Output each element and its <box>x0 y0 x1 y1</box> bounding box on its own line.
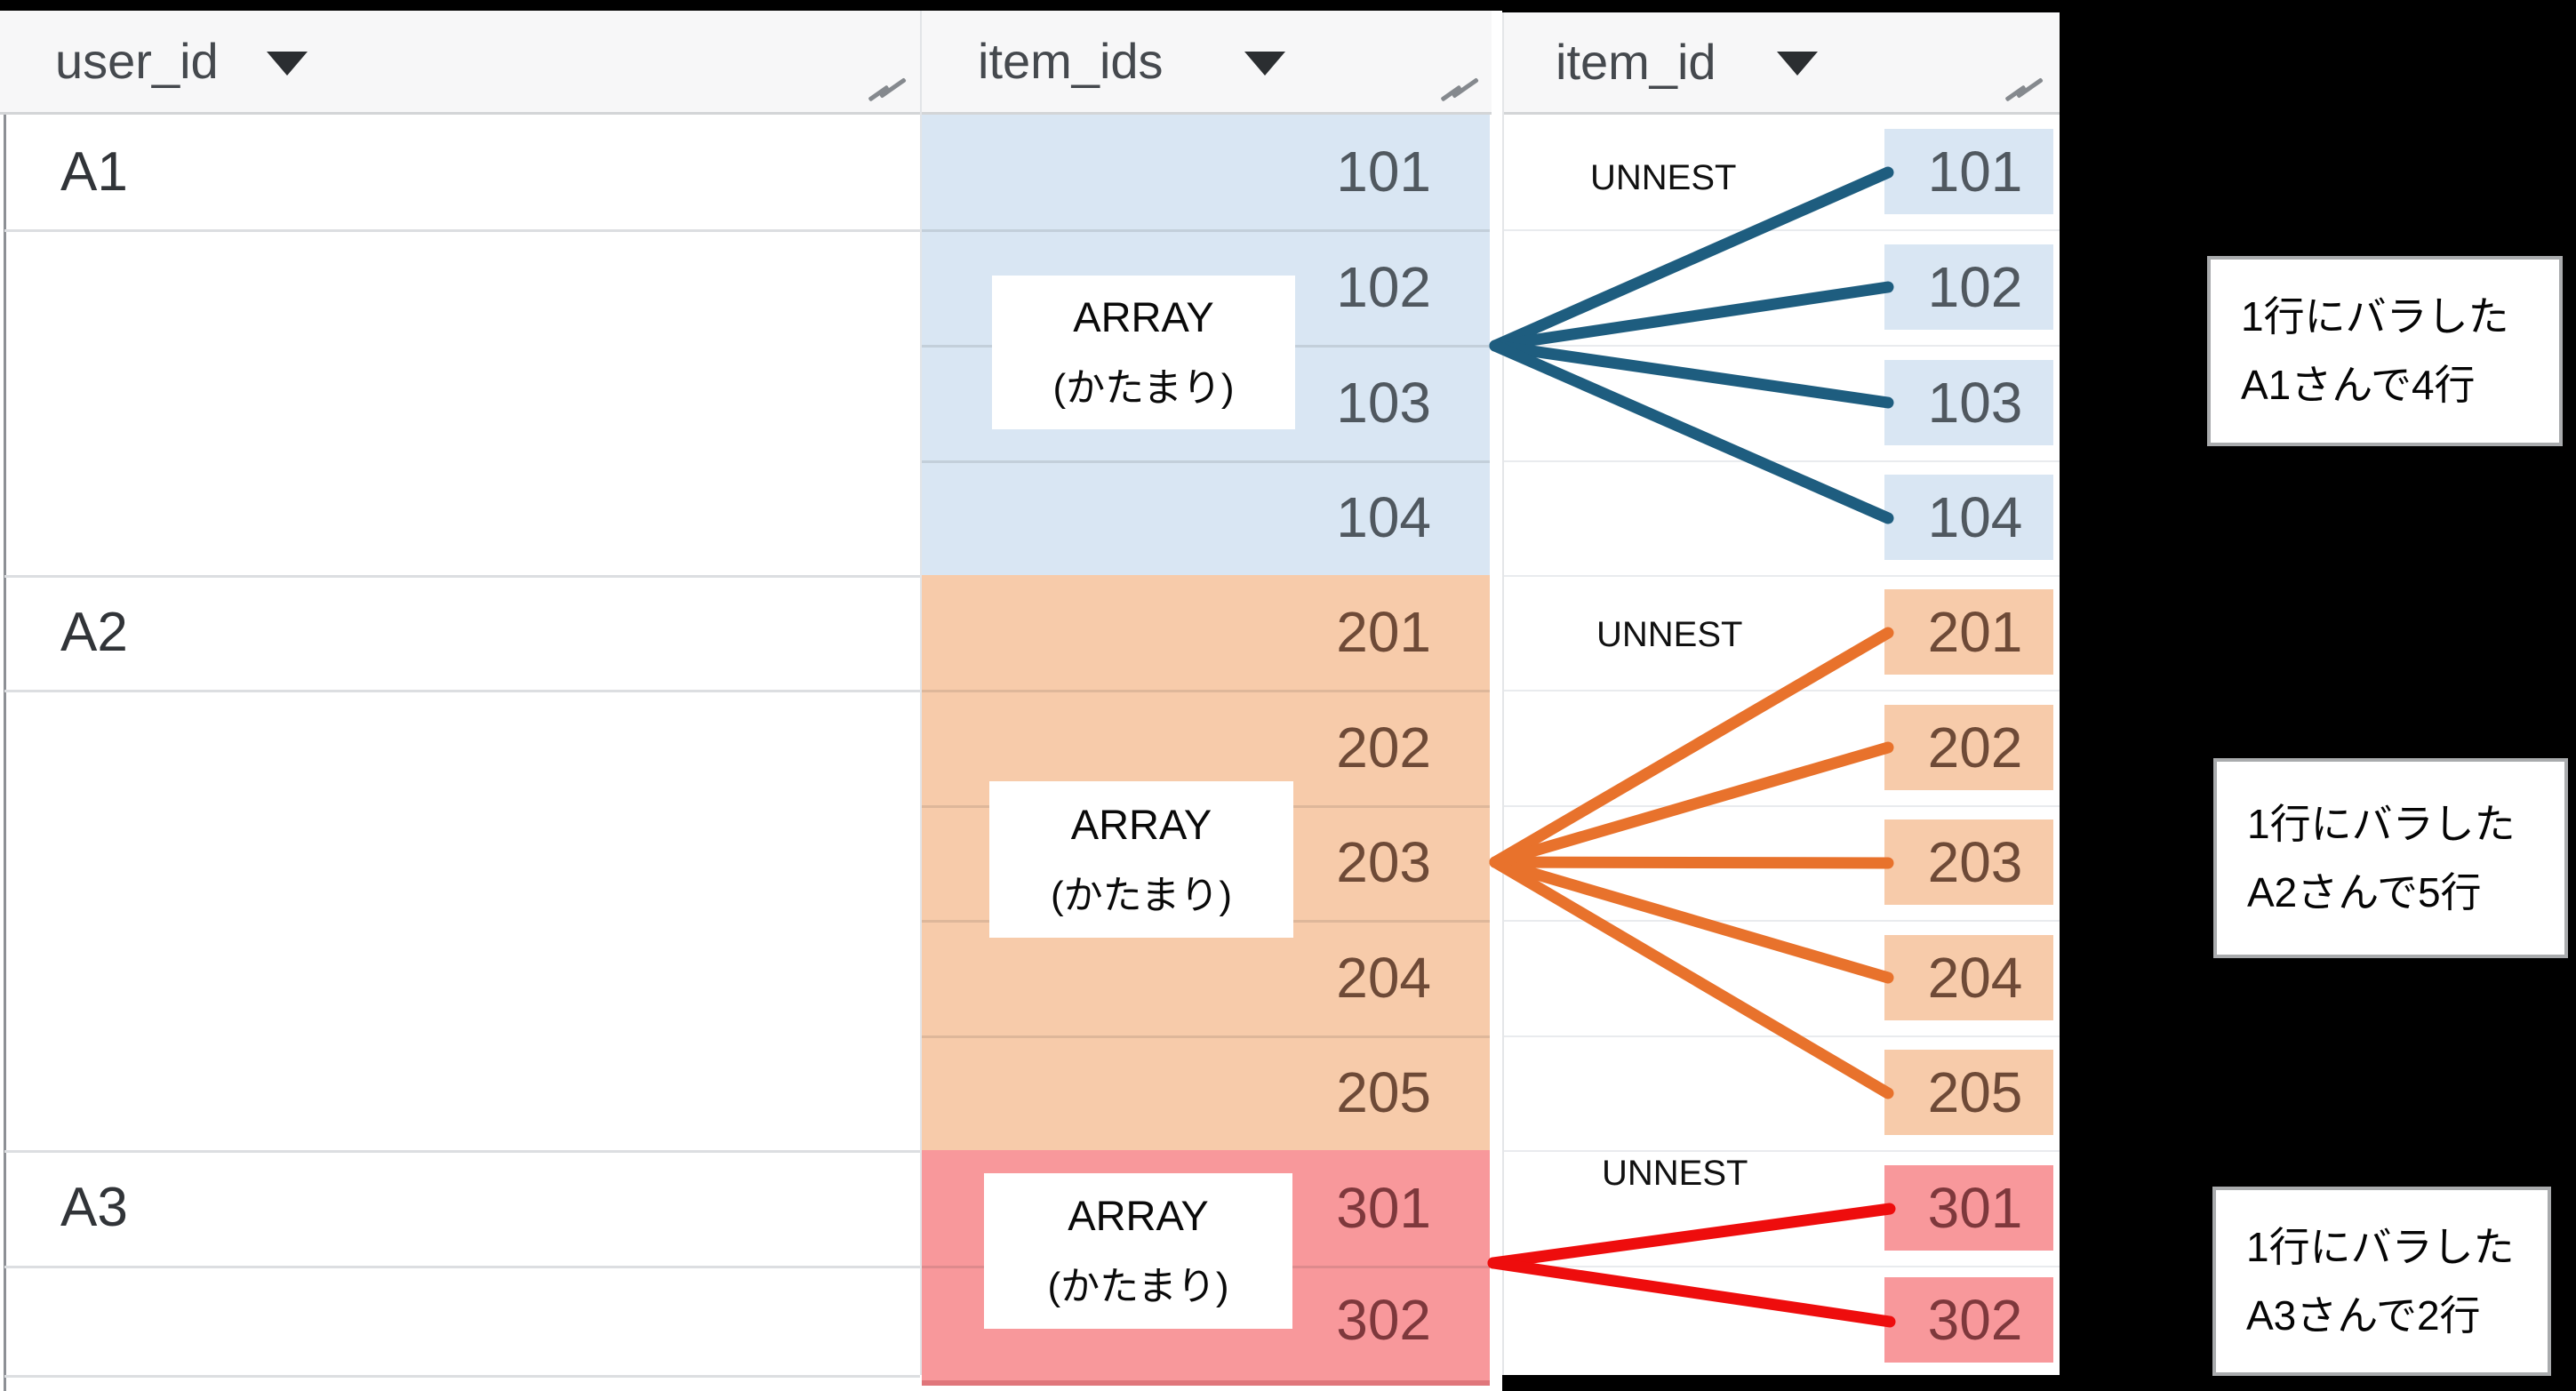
row-divider <box>1504 920 2060 922</box>
array-label-box: ARRAY (かたまり) <box>989 781 1293 938</box>
column-divider <box>920 11 922 1375</box>
item-id-cell: 301 <box>1884 1165 2053 1251</box>
item-id-cell: 101 <box>1884 129 2053 214</box>
item-id-cell: 102 <box>1884 244 2053 330</box>
item-ids-cell: 102 <box>1336 255 1431 319</box>
row-divider <box>4 229 920 232</box>
annotation-a2: 1行にバラした A2さんで5行 <box>2213 758 2568 958</box>
sort-dropdown-icon[interactable] <box>267 52 308 76</box>
row-divider <box>4 1150 920 1153</box>
column-resize-handle[interactable] <box>2004 69 2045 108</box>
row-divider <box>1504 805 2060 807</box>
item-ids-cell: 104 <box>1336 485 1431 549</box>
row-divider <box>1504 1035 2060 1037</box>
source-table: user_id item_ids A1 A2 A3 <box>0 11 1502 1391</box>
sort-dropdown-icon[interactable] <box>1777 52 1818 76</box>
item-id-cell: 204 <box>1884 935 2053 1020</box>
array-label-box: ARRAY (かたまり) <box>984 1173 1292 1329</box>
array-label: ARRAY <box>1068 1192 1209 1239</box>
row-divider <box>1504 345 2060 347</box>
array-label-reading: (かたまり) <box>1052 366 1235 410</box>
annotation-line: A2さんで5行 <box>2247 868 2482 915</box>
unnest-label: UNNEST <box>1602 1154 1748 1193</box>
item-ids-cell: 205 <box>1336 1060 1431 1124</box>
annotation-line: 1行にバラした <box>2241 293 2509 340</box>
row-divider <box>1504 1266 2060 1267</box>
array-label-reading: (かたまり) <box>1047 1265 1229 1308</box>
annotation-a3: 1行にバラした A3さんで2行 <box>2212 1187 2551 1376</box>
annotation-a1: 1行にバラした A1さんで4行 <box>2207 256 2563 446</box>
result-table: item_id UNNEST UNNEST UNNEST 101 102 103… <box>1502 12 2060 1375</box>
row-divider <box>1504 690 2060 692</box>
item-ids-column-header[interactable]: item_ids <box>978 33 1164 89</box>
annotation-line: A1さんで4行 <box>2241 362 2476 408</box>
row-divider <box>1504 1150 2060 1152</box>
item-ids-cell: 204 <box>1336 946 1431 1010</box>
item-id-cell: 103 <box>1884 360 2053 445</box>
user-id-cell: A2 <box>60 602 128 663</box>
table-left-border <box>4 11 6 1391</box>
row-divider <box>4 690 920 692</box>
result-table-header: item_id <box>1504 12 2060 115</box>
row-divider <box>922 690 1490 692</box>
row-divider <box>1504 229 2060 231</box>
item-ids-cell: 203 <box>1336 830 1431 894</box>
user-id-column-header[interactable]: user_id <box>55 33 219 89</box>
array-label-box: ARRAY (かたまり) <box>992 276 1295 429</box>
annotation-line: 1行にバラした <box>2247 800 2516 847</box>
array-label: ARRAY <box>1070 800 1212 848</box>
item-ids-cell: 103 <box>1336 371 1431 435</box>
item-id-cell: 104 <box>1884 475 2053 560</box>
sort-dropdown-icon[interactable] <box>1244 52 1285 76</box>
item-ids-cell: 301 <box>1336 1176 1431 1240</box>
item-id-cell: 202 <box>1884 705 2053 790</box>
array-label-reading: (かたまり) <box>1051 873 1232 917</box>
row-divider <box>1504 460 2060 462</box>
item-id-cell: 203 <box>1884 819 2053 905</box>
row-divider <box>4 1266 920 1268</box>
array-label: ARRAY <box>1073 293 1214 340</box>
item-id-cell: 302 <box>1884 1277 2053 1363</box>
user-id-cell: A3 <box>60 1177 128 1238</box>
column-resize-handle[interactable] <box>868 69 908 108</box>
item-ids-cell: 101 <box>1336 140 1431 204</box>
unnest-label: UNNEST <box>1590 158 1737 197</box>
item-id-cell: 201 <box>1884 589 2053 675</box>
row-divider <box>4 1375 920 1378</box>
annotation-line: A3さんで2行 <box>2246 1291 2481 1339</box>
item-ids-cell: 302 <box>1336 1288 1431 1352</box>
row-divider <box>4 575 920 578</box>
user-id-cell: A1 <box>60 141 128 203</box>
annotation-line: 1行にバラした <box>2246 1223 2515 1270</box>
item-ids-cell: 201 <box>1336 600 1431 664</box>
row-divider <box>922 460 1490 463</box>
column-resize-handle[interactable] <box>1440 69 1481 108</box>
unnest-label: UNNEST <box>1596 615 1743 654</box>
row-divider <box>922 229 1490 232</box>
item-id-cell: 205 <box>1884 1050 2053 1135</box>
item-ids-cell: 202 <box>1336 715 1431 779</box>
item-id-column-header[interactable]: item_id <box>1556 34 1716 90</box>
row-divider <box>922 1035 1490 1038</box>
row-divider <box>1504 575 2060 577</box>
source-table-header: user_id item_ids <box>0 11 1492 115</box>
